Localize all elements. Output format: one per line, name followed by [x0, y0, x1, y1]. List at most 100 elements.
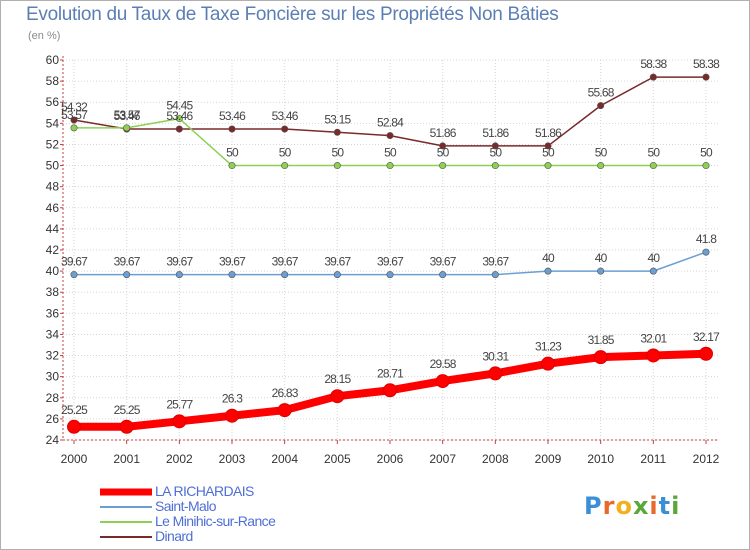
data-label-dinard: 51.86 — [535, 126, 562, 140]
legend-item-le-minihic-sur-rance[interactable]: Le Minihic-sur-Rance — [100, 513, 360, 529]
chart-subtitle: (en %) — [28, 30, 61, 42]
data-label-le-minihic-sur-rance: 54.45 — [166, 99, 193, 113]
data-point-la-richardais — [646, 348, 661, 363]
data-point-dinard — [228, 125, 236, 133]
data-label-saint-malo: 39.67 — [219, 255, 246, 269]
legend-swatch-dinard — [100, 535, 152, 538]
x-tick-label: 2010 — [587, 452, 614, 466]
data-label-dinard: 54.32 — [61, 100, 88, 114]
legend-label-la-richardais: LA RICHARDAIS — [155, 483, 254, 499]
data-point-le-minihic-sur-rance — [439, 162, 447, 170]
data-label-la-richardais: 26.3 — [222, 392, 243, 406]
data-label-saint-malo: 39.67 — [166, 255, 193, 269]
y-tick-label: 46 — [46, 201, 60, 215]
data-point-le-minihic-sur-rance — [281, 162, 289, 170]
data-point-le-minihic-sur-rance — [386, 162, 394, 170]
data-label-le-minihic-sur-rance: 50 — [647, 146, 660, 160]
data-label-saint-malo: 39.67 — [324, 255, 351, 269]
data-point-le-minihic-sur-rance — [491, 162, 499, 170]
data-label-la-richardais: 30.31 — [482, 349, 509, 363]
data-labels: 25.25 25.25 25.77 26.3 26.83 28.15 28.71 29.58 3… — [61, 57, 721, 417]
data-label-dinard: 53.15 — [324, 112, 351, 126]
data-point-saint-malo — [597, 267, 605, 275]
y-tick-label: 44 — [46, 222, 60, 236]
data-point-dinard — [597, 102, 605, 110]
data-point-le-minihic-sur-rance — [649, 162, 657, 170]
y-tick-label: 40 — [46, 264, 60, 278]
logo-letter: P — [584, 492, 603, 520]
data-label-dinard: 52.84 — [377, 116, 404, 130]
logo-letter: t — [658, 492, 672, 520]
data-point-le-minihic-sur-rance — [544, 162, 552, 170]
data-label-la-richardais: 31.85 — [588, 333, 615, 347]
legend-label-dinard: Dinard — [155, 528, 193, 544]
data-point-le-minihic-sur-rance — [333, 162, 341, 170]
data-label-dinard: 53.46 — [219, 109, 246, 123]
legend-item-saint-malo[interactable]: Saint-Malo — [100, 498, 360, 514]
data-point-la-richardais — [435, 374, 450, 389]
y-tick-label: 38 — [46, 285, 60, 299]
data-point-dinard — [333, 128, 341, 136]
legend: LA RICHARDAIS Saint-Malo Le Minihic-sur-… — [100, 483, 360, 544]
x-tick-label: 2004 — [271, 452, 298, 466]
data-label-la-richardais: 25.25 — [114, 403, 141, 417]
data-label-saint-malo: 39.67 — [482, 255, 509, 269]
logo-letter: r — [602, 492, 616, 520]
x-tick-label: 2000 — [61, 452, 88, 466]
data-label-saint-malo: 41.8 — [696, 232, 717, 246]
data-label-dinard: 51.86 — [430, 126, 457, 140]
data-point-le-minihic-sur-rance — [175, 115, 183, 123]
x-tick-label: 2009 — [535, 452, 562, 466]
grid — [63, 59, 718, 441]
data-point-dinard — [386, 132, 394, 140]
x-tick-label: 2008 — [482, 452, 509, 466]
data-label-saint-malo: 39.67 — [377, 255, 404, 269]
data-point-saint-malo — [70, 271, 78, 279]
data-label-le-minihic-sur-rance: 50 — [226, 146, 239, 160]
data-point-la-richardais — [593, 350, 608, 365]
data-label-le-minihic-sur-rance: 53.57 — [114, 108, 141, 122]
proxiti-logo: Proxiti — [584, 492, 680, 520]
data-point-la-richardais — [330, 389, 345, 404]
data-point-saint-malo — [386, 271, 394, 279]
data-point-dinard — [491, 142, 499, 150]
y-tick-label: 32 — [46, 349, 60, 363]
data-point-saint-malo — [544, 267, 552, 275]
data-label-dinard: 51.86 — [482, 126, 509, 140]
data-label-la-richardais: 28.15 — [324, 372, 351, 386]
y-tick-label: 48 — [46, 180, 60, 194]
data-label-dinard: 58.38 — [693, 57, 720, 71]
legend-label-saint-malo: Saint-Malo — [155, 498, 217, 514]
data-label-le-minihic-sur-rance: 50 — [595, 146, 608, 160]
data-label-la-richardais: 31.23 — [535, 340, 562, 354]
data-point-la-richardais — [383, 383, 397, 398]
data-point-dinard — [649, 73, 657, 81]
data-point-le-minihic-sur-rance — [123, 124, 131, 132]
data-label-la-richardais: 25.77 — [166, 397, 193, 411]
legend-item-dinard[interactable]: Dinard — [100, 528, 360, 544]
data-point-dinard — [544, 142, 552, 150]
data-point-la-richardais — [277, 403, 292, 418]
data-point-dinard — [70, 116, 78, 124]
y-tick-label: 26 — [46, 412, 60, 426]
data-label-le-minihic-sur-rance: 50 — [437, 146, 450, 160]
data-label-le-minihic-sur-rance: 53.57 — [61, 108, 88, 122]
data-point-saint-malo — [491, 271, 499, 279]
data-label-le-minihic-sur-rance: 50 — [700, 146, 713, 160]
logo-letter: o — [615, 492, 633, 520]
data-label-la-richardais: 32.01 — [640, 331, 667, 345]
data-label-dinard: 53.46 — [272, 109, 299, 123]
data-point-saint-malo — [439, 271, 447, 279]
data-point-dinard — [702, 73, 710, 81]
data-label-saint-malo: 40 — [647, 251, 660, 265]
x-tick-label: 2007 — [429, 452, 456, 466]
x-tick-label: 2012 — [693, 452, 720, 466]
data-label-la-richardais: 26.83 — [272, 386, 299, 400]
data-point-saint-malo — [281, 271, 289, 279]
logo-letter: i — [671, 492, 681, 520]
data-point-saint-malo — [702, 248, 710, 256]
y-tick-label: 34 — [46, 327, 60, 341]
data-point-dinard — [439, 142, 447, 150]
legend-item-la-richardais[interactable]: LA RICHARDAIS — [100, 483, 360, 499]
